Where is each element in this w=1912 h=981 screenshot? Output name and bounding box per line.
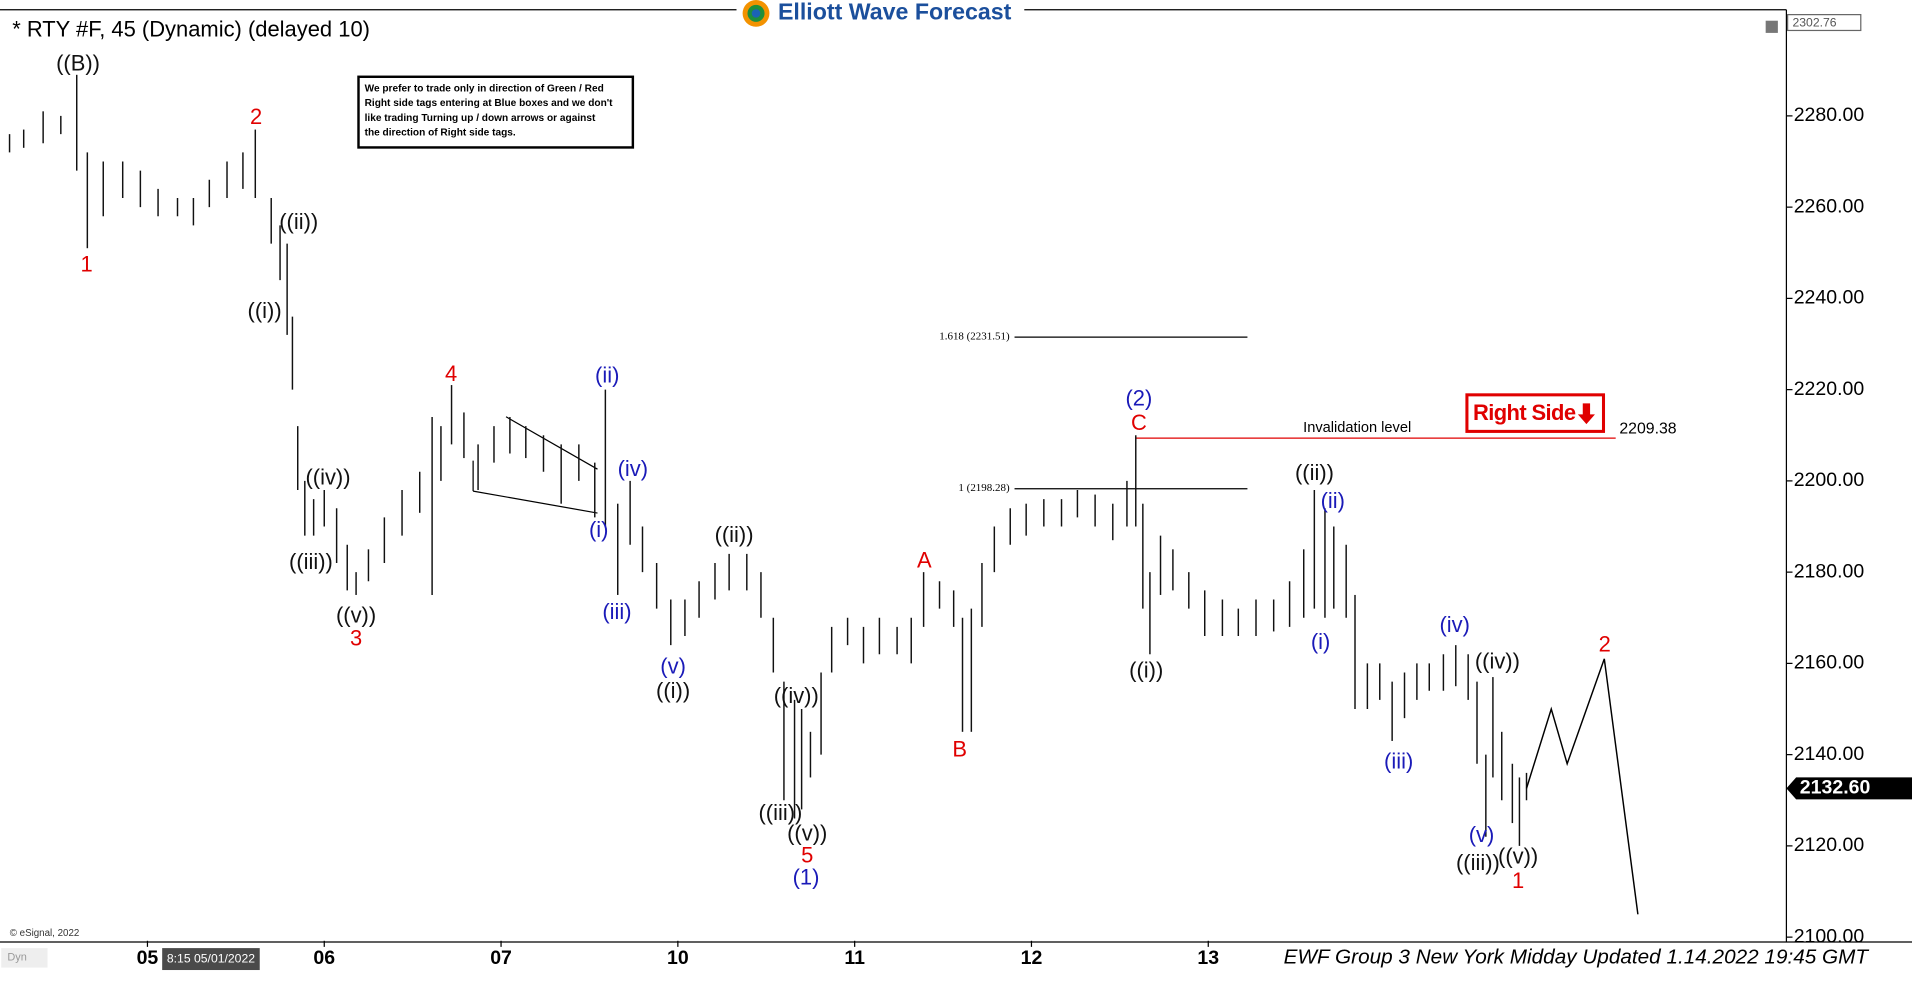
wave-label: ((ii)) (279, 209, 318, 234)
copyright: © eSignal, 2022 (10, 928, 80, 939)
logo-text: Elliott Wave Forecast (778, 0, 1012, 25)
wave-label: 2 (1599, 632, 1611, 657)
wave-label: ((iii)) (758, 800, 802, 825)
note-box (357, 75, 635, 149)
y-tick-label: 2280.00 (1794, 104, 1865, 126)
wave-label: ((B)) (56, 50, 100, 75)
wave-label: B (952, 736, 967, 761)
wave-label: 3 (350, 626, 362, 651)
y-tick-label: 2220.00 (1794, 378, 1865, 400)
x-tick-label: 05 (137, 947, 159, 969)
top-price-label: 2302.76 (1793, 15, 1837, 29)
fib-label: 1.618 (2231.51) (939, 331, 1010, 343)
wave-label: ((iii)) (1456, 850, 1500, 875)
wave-label: C (1131, 410, 1147, 435)
y-tick-label: 2100.00 (1794, 925, 1865, 947)
wave-label: 2 (250, 104, 262, 129)
x-tick-label: 11 (844, 947, 865, 969)
wave-label: ((iii)) (289, 549, 333, 574)
top-price-tag (1787, 14, 1862, 32)
wave-label: (iv) (618, 456, 648, 481)
y-tick-label: 2160.00 (1794, 652, 1865, 674)
invalidation-value: 2209.38 (1619, 421, 1676, 438)
wave-label: (1) (793, 864, 820, 889)
window-icon[interactable] (1765, 20, 1778, 33)
wave-label: ((iv)) (1475, 649, 1520, 674)
y-tick-label: 2180.00 (1794, 560, 1865, 582)
wave-label: 5 (801, 843, 813, 868)
wave-label: ((iv)) (774, 683, 819, 708)
right-side-arrow (1577, 403, 1595, 425)
wave-label: (ii) (1321, 488, 1345, 513)
wave-label: ((i)) (656, 678, 690, 703)
wave-label: ((ii)) (1295, 460, 1334, 485)
x-tick-label: 06 (313, 947, 335, 969)
wave-label: ((v)) (787, 821, 827, 846)
logo-box (736, 0, 1025, 30)
note-line: Right side tags entering at Blue boxes a… (365, 98, 614, 109)
x-tick-label: 10 (667, 947, 689, 969)
wave-label: (v) (660, 654, 686, 679)
cursor-box (162, 948, 260, 971)
mode: Dyn (7, 952, 27, 964)
fib-label: 1 (2198.28) (958, 482, 1010, 494)
wave-label: ((v)) (336, 602, 376, 627)
invalidation-text: Invalidation level (1303, 420, 1411, 436)
y-tick-label: 2140.00 (1794, 743, 1865, 765)
wave-label: 1 (80, 251, 92, 276)
wave-label: (i) (1311, 629, 1331, 654)
wave-label: ((i)) (1129, 657, 1163, 682)
x-tick-label: 12 (1021, 947, 1043, 969)
wave-label: ((iv)) (305, 465, 350, 490)
trendline (473, 490, 598, 514)
y-tick-label: 2240.00 (1794, 287, 1865, 309)
projection-line (1525, 658, 1639, 915)
y-tick-label: 2120.00 (1794, 834, 1865, 856)
wave-label: (iii) (1384, 749, 1413, 774)
cursor-time: 8:15 05/01/2022 (167, 951, 255, 965)
last-price-tag (1786, 777, 1912, 800)
wave-label: ((v)) (1498, 844, 1538, 869)
last-price-label: 2132.60 (1800, 777, 1871, 799)
mode-box (1, 948, 48, 968)
wave-label: ((ii)) (715, 522, 754, 547)
wave-label: A (917, 548, 932, 573)
right-side-box (1465, 393, 1606, 433)
wave-label: (iv) (1439, 612, 1469, 637)
x-tick-label: 07 (490, 947, 512, 969)
wave-label: (iii) (602, 599, 631, 624)
chart-title: * RTY #F, 45 (Dynamic) (delayed 10) (12, 16, 370, 41)
wave-label: 4 (445, 361, 457, 386)
logo-icon (751, 9, 761, 18)
wave-label: (v) (1469, 822, 1495, 847)
wave-label: (2) (1125, 386, 1152, 411)
footer-text: EWF Group 3 New York Midday Updated 1.14… (1284, 945, 1870, 968)
y-tick-label: 2200.00 (1794, 469, 1865, 491)
x-tick-label: 13 (1197, 947, 1219, 969)
y-tick-label: 2260.00 (1794, 195, 1865, 217)
right-side-text: Right Side (1473, 400, 1576, 425)
note-line: like trading Turning up / down arrows or… (365, 113, 596, 124)
wave-label: 1 (1512, 868, 1524, 893)
wave-label: (ii) (595, 362, 619, 387)
trendline (505, 416, 598, 470)
note-line: We prefer to trade only in direction of … (365, 84, 604, 95)
wave-label: (i) (589, 517, 609, 542)
note-line: the direction of Right side tags. (365, 128, 516, 139)
wave-label: ((i)) (248, 298, 282, 323)
